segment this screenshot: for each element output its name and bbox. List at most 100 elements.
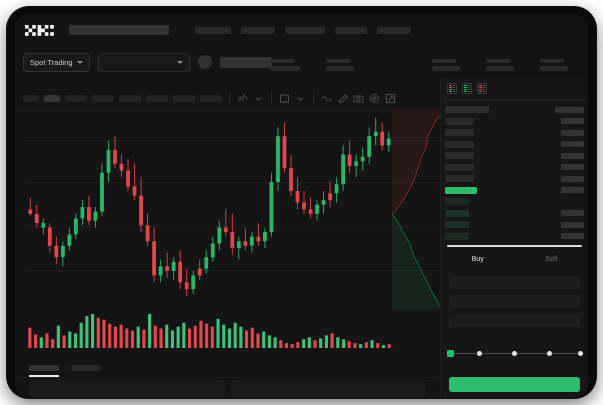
timeframe-button[interactable]: [23, 95, 39, 102]
orderbook-size: [555, 106, 584, 113]
orderbook-scrollbar[interactable]: [447, 244, 582, 247]
orderbook-view-toggles: [441, 78, 588, 100]
nav-item-3[interactable]: [285, 26, 325, 34]
orderbook-last-price-row[interactable]: [445, 186, 584, 195]
orderbook-bid-row[interactable]: [445, 209, 584, 218]
chevron-down-icon[interactable]: [253, 93, 264, 104]
orderbook-price: [445, 129, 474, 136]
stat-item: [270, 59, 300, 71]
timeframe-button[interactable]: [200, 95, 222, 102]
pair-avatar: [197, 55, 212, 69]
order-panel: Buy Sell: [440, 78, 588, 398]
price-chart[interactable]: [15, 110, 440, 310]
nav-item-4[interactable]: [335, 26, 367, 34]
volume-chart: [15, 310, 440, 356]
timeframe-button[interactable]: [65, 95, 87, 102]
sub-header: Spot Trading: [15, 46, 588, 78]
indicator-icon[interactable]: [237, 93, 248, 104]
orderbook-ask-row[interactable]: [445, 140, 584, 149]
orderbook-rows[interactable]: [441, 100, 588, 241]
fullscreen-icon[interactable]: [385, 93, 396, 104]
top-navigation-bar: [15, 14, 588, 46]
orderbook-bid-row[interactable]: [445, 220, 584, 229]
tab-buy[interactable]: Buy: [471, 256, 484, 263]
bottom-tab-1[interactable]: [29, 364, 59, 371]
slider-step: [547, 350, 552, 356]
chevron-down-icon: [176, 60, 183, 64]
bottom-tab-2[interactable]: [71, 364, 101, 371]
nav-item-1[interactable]: [195, 26, 231, 34]
bottom-panel-left[interactable]: [29, 380, 225, 398]
orderbook-size: [561, 210, 584, 216]
orderbook-ask-row[interactable]: [445, 174, 584, 183]
pair-name-placeholder: [219, 56, 272, 68]
orderbook-size: [561, 152, 584, 159]
candlestick-series: [28, 118, 391, 296]
orderbook-bids-icon[interactable]: [462, 83, 472, 94]
orderbook-size: [561, 164, 584, 170]
nav-item-5[interactable]: [377, 26, 411, 34]
orderbook-price: [445, 106, 490, 113]
tab-sell[interactable]: Sell: [545, 256, 558, 263]
timeframe-button[interactable]: [146, 95, 168, 102]
bottom-panels: [15, 380, 440, 398]
orderbook-price: [445, 140, 474, 148]
orderbook-size: [561, 141, 584, 147]
orderbook-ask-row[interactable]: [445, 105, 584, 114]
slider-step: [477, 350, 482, 356]
orderbook-price: [445, 117, 474, 125]
orderbook-price: [445, 209, 469, 217]
timeframe-button[interactable]: [173, 95, 195, 102]
trading-mode-selector[interactable]: Spot Trading: [23, 52, 90, 72]
nav-item-2[interactable]: [241, 26, 275, 34]
orderbook-ask-row[interactable]: [445, 151, 584, 160]
orderbook-ask-row[interactable]: [445, 128, 584, 137]
order-form: [441, 270, 588, 339]
orderbook-price: [445, 175, 474, 182]
template-icon[interactable]: [279, 93, 290, 104]
active-tab-underline: [29, 375, 59, 377]
orderbook-size: [561, 118, 584, 124]
chevron-down-icon[interactable]: [295, 93, 306, 104]
orderbook-bid-row[interactable]: [445, 232, 584, 241]
chevron-down-icon: [76, 60, 83, 64]
order-amount-slider[interactable]: [447, 349, 583, 359]
orderbook-price: [445, 232, 469, 240]
orderbook-price: [445, 198, 469, 205]
stat-item: [432, 59, 460, 71]
buy-sell-tabs: Buy Sell: [441, 250, 588, 270]
submit-buy-button[interactable]: [449, 377, 580, 392]
camera-icon[interactable]: [353, 93, 364, 104]
wave-icon[interactable]: [321, 93, 332, 104]
bottom-panel-right[interactable]: [230, 380, 426, 398]
stat-item: [326, 59, 354, 71]
pair-select[interactable]: [97, 52, 190, 72]
orderbook-price: [445, 221, 469, 228]
ruler-icon[interactable]: [337, 93, 348, 104]
trading-mode-label: Spot Trading: [30, 57, 73, 67]
slider-handle[interactable]: [447, 349, 454, 357]
orderbook-size: [561, 129, 584, 136]
okx-logo-icon[interactable]: [25, 24, 55, 36]
order-total-field[interactable]: [449, 313, 580, 327]
orderbook-price: [445, 186, 478, 194]
timeframe-button[interactable]: [119, 95, 141, 102]
orderbook-size: [561, 175, 584, 182]
orderbook-both-icon[interactable]: [447, 83, 457, 94]
orderbook-ask-row[interactable]: [445, 117, 584, 126]
order-amount-field[interactable]: [449, 294, 580, 308]
orderbook-size: [561, 233, 584, 239]
settings-icon[interactable]: [369, 93, 380, 104]
orderbook-price: [445, 152, 474, 159]
orderbook-ask-row[interactable]: [445, 163, 584, 172]
timeframe-button[interactable]: [92, 95, 114, 102]
search-input[interactable]: [69, 25, 169, 35]
orderbook-asks-icon[interactable]: [477, 83, 487, 94]
bottom-tab-bar: [15, 358, 440, 378]
timeframe-button[interactable]: [44, 95, 60, 102]
order-price-field[interactable]: [449, 275, 580, 289]
orderbook-bid-row[interactable]: [445, 197, 584, 206]
depth-chart-overlay: [392, 110, 440, 310]
market-stats: [270, 59, 568, 71]
